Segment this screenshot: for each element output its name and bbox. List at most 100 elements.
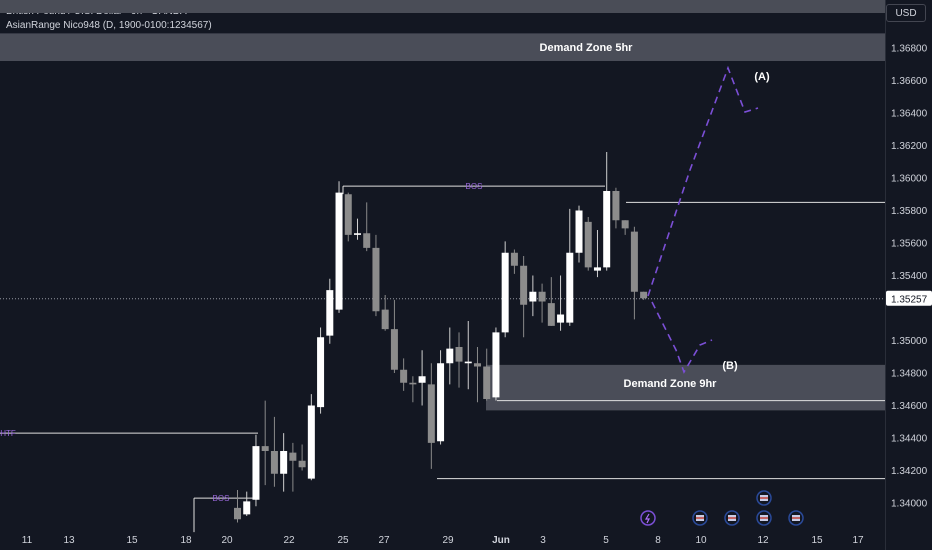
candle-body xyxy=(280,451,288,474)
y-tick-label: 1.35600 xyxy=(891,239,928,250)
candle-body xyxy=(483,366,491,399)
y-tick-label: 1.34600 xyxy=(891,401,928,412)
candle-body xyxy=(446,348,454,364)
candle-body xyxy=(409,382,417,385)
candle-body xyxy=(381,309,389,330)
candle-body xyxy=(455,347,463,362)
candle xyxy=(307,394,315,481)
candle xyxy=(529,275,537,317)
flag-icon xyxy=(756,490,772,506)
candle xyxy=(640,291,648,300)
candle-body xyxy=(234,507,241,520)
candle-body xyxy=(464,361,472,364)
candle-body xyxy=(418,376,426,383)
candle xyxy=(547,277,555,326)
candle-body xyxy=(353,233,361,235)
candle-body xyxy=(575,210,583,253)
candle xyxy=(584,217,592,271)
candle xyxy=(501,241,509,338)
candle xyxy=(473,347,481,403)
candle xyxy=(372,234,380,317)
candle xyxy=(557,275,565,331)
y-tick-label: 1.34800 xyxy=(891,369,928,380)
candle xyxy=(630,226,638,320)
candle xyxy=(446,327,454,385)
candle xyxy=(492,327,500,401)
projection-label: (B) xyxy=(722,360,738,372)
candle-body xyxy=(390,329,398,370)
x-tick-label: 18 xyxy=(180,535,192,546)
currency-button[interactable]: USD xyxy=(886,4,926,22)
candle-body xyxy=(261,446,269,451)
candle xyxy=(252,434,260,507)
candle-body xyxy=(612,191,620,221)
candle-body xyxy=(298,460,306,468)
candle xyxy=(400,358,408,391)
bos-label: BOS xyxy=(466,182,483,191)
x-tick-label: 3 xyxy=(540,535,546,546)
candle-body xyxy=(363,233,371,248)
x-tick-label: 22 xyxy=(283,535,295,546)
candle-body xyxy=(437,363,445,442)
x-tick-label: 5 xyxy=(603,535,609,546)
demand-zone-1 xyxy=(0,33,885,61)
candle-body xyxy=(473,363,481,367)
candle xyxy=(437,350,445,445)
candle xyxy=(390,299,398,373)
x-tick-label: 15 xyxy=(811,535,823,546)
candle xyxy=(427,363,435,469)
candle xyxy=(280,433,288,492)
candle xyxy=(261,400,269,486)
y-tick-label: 1.36200 xyxy=(891,141,928,152)
candle xyxy=(409,376,417,403)
candle-body xyxy=(557,314,565,323)
demand-zone-2 xyxy=(486,364,885,411)
candle xyxy=(464,321,472,390)
x-tick-label: 10 xyxy=(695,535,707,546)
candle xyxy=(326,278,334,344)
y-tick-label: 1.34200 xyxy=(891,466,928,477)
candle xyxy=(575,205,583,263)
flag-icon xyxy=(724,510,740,526)
candle xyxy=(593,230,601,278)
candle-body xyxy=(252,446,260,500)
candle xyxy=(270,416,278,487)
candle-body xyxy=(520,265,528,305)
candle-body xyxy=(547,303,555,326)
candle-body xyxy=(335,192,343,310)
candle-body xyxy=(243,501,251,515)
candle xyxy=(483,348,491,401)
x-tick-label: 8 xyxy=(655,535,661,546)
y-tick-label: 1.34000 xyxy=(891,499,928,510)
candle-body xyxy=(630,231,638,292)
candle-body xyxy=(400,369,408,383)
projection-path xyxy=(651,301,713,374)
candle xyxy=(298,444,306,471)
candle-body xyxy=(640,291,648,299)
candle-body xyxy=(501,252,509,333)
x-tick-label: 20 xyxy=(221,535,233,546)
candle xyxy=(363,202,371,252)
flag-icon xyxy=(756,510,772,526)
x-tick-label: Jun xyxy=(492,535,510,546)
indicator-label[interactable]: AsianRange Nico948 (D, 1900-0100:1234567… xyxy=(6,20,212,31)
y-tick-label: 1.35400 xyxy=(891,271,928,282)
candle-body xyxy=(593,267,601,271)
y-tick-label: 1.36400 xyxy=(891,109,928,120)
demand-zone-label: Demand Zone 9hr xyxy=(624,378,718,390)
candle xyxy=(317,327,325,414)
header-band xyxy=(0,0,885,13)
x-tick-label: 11 xyxy=(22,535,33,546)
x-tick-label: 25 xyxy=(337,535,349,546)
candle xyxy=(289,442,297,492)
candle-body xyxy=(510,252,518,266)
flash-icon xyxy=(640,510,656,526)
candle xyxy=(455,332,463,388)
bos-label: BOS xyxy=(213,494,230,503)
candle xyxy=(538,283,546,323)
flag-icon xyxy=(788,510,804,526)
candle-body xyxy=(621,220,629,229)
candle xyxy=(234,490,241,523)
candle-body xyxy=(427,384,435,443)
